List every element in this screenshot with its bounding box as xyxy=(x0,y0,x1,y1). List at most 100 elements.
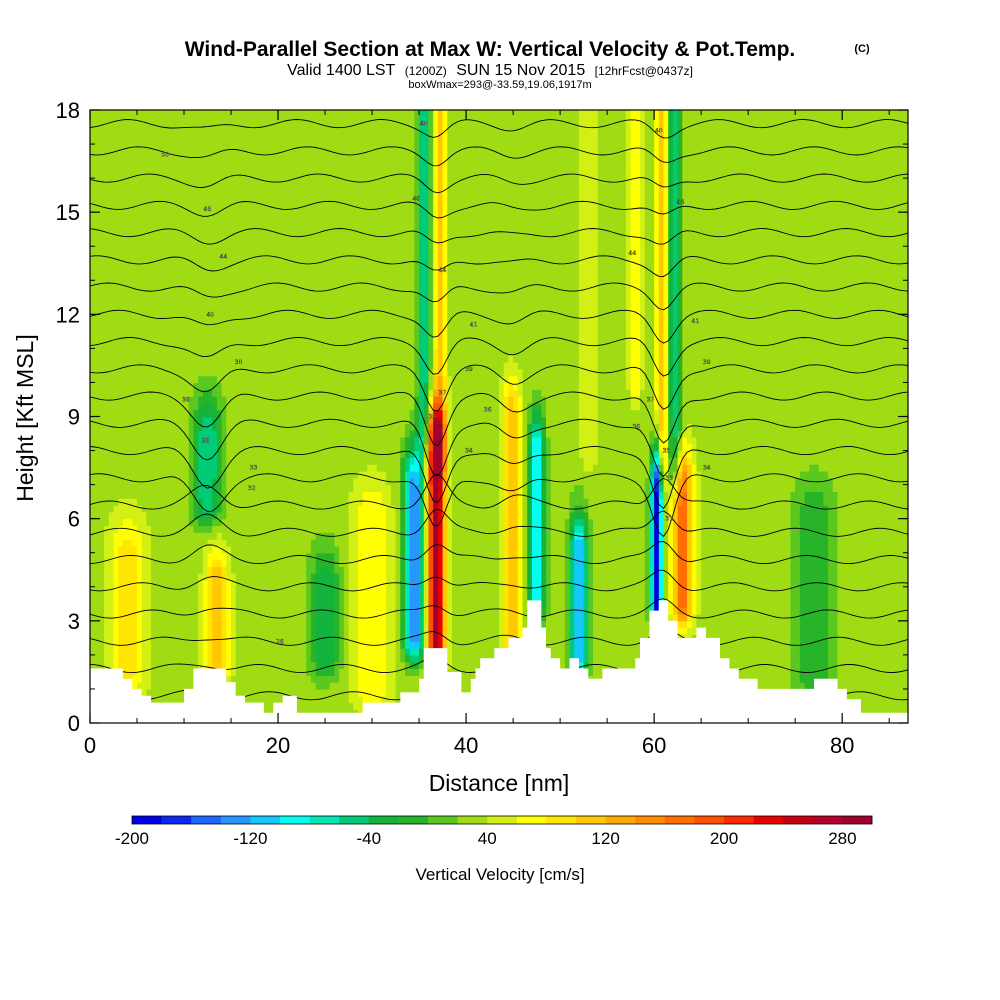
velocity-cell xyxy=(240,178,246,186)
velocity-cell xyxy=(141,382,148,390)
velocity-cell xyxy=(151,130,157,138)
velocity-cell xyxy=(193,375,199,384)
velocity-cell xyxy=(226,593,232,601)
velocity-cell xyxy=(310,668,317,676)
velocity-cell xyxy=(207,273,213,281)
velocity-cell xyxy=(174,259,180,268)
velocity-cell xyxy=(212,464,218,472)
velocity-cell xyxy=(287,464,293,472)
velocity-cell xyxy=(306,164,312,172)
velocity-cell xyxy=(235,164,242,172)
velocity-cell xyxy=(301,409,307,418)
velocity-cell xyxy=(113,157,119,166)
velocity-cell xyxy=(216,416,223,424)
velocity-cell xyxy=(231,470,237,479)
velocity-cell xyxy=(245,484,251,493)
velocity-cell xyxy=(155,614,162,622)
velocity-cell xyxy=(334,641,340,649)
velocity-cell xyxy=(320,348,326,356)
velocity-cell xyxy=(245,171,251,179)
velocity-cell xyxy=(221,239,227,247)
velocity-cell xyxy=(118,273,124,281)
velocity-cell xyxy=(90,505,96,513)
velocity-cell xyxy=(310,661,317,670)
velocity-cell xyxy=(146,253,152,261)
velocity-cell xyxy=(207,293,213,302)
velocity-cell xyxy=(169,430,176,438)
velocity-cell xyxy=(249,620,256,629)
velocity-cell xyxy=(155,634,162,642)
velocity-cell xyxy=(94,178,100,186)
velocity-cell xyxy=(179,341,185,349)
velocity-cell xyxy=(155,212,162,220)
velocity-cell xyxy=(282,450,289,458)
velocity-cell xyxy=(90,464,96,472)
velocity-cell xyxy=(169,668,176,676)
velocity-cell xyxy=(169,239,176,247)
velocity-cell xyxy=(188,620,195,629)
velocity-cell xyxy=(122,110,129,118)
velocity-cell xyxy=(292,164,298,172)
velocity-cell xyxy=(160,525,166,533)
velocity-cell xyxy=(188,532,195,540)
velocity-cell xyxy=(268,293,274,302)
velocity-cell xyxy=(287,600,293,608)
velocity-cell xyxy=(278,375,284,384)
velocity-cell xyxy=(221,355,227,363)
velocity-cell xyxy=(146,259,152,268)
velocity-cell xyxy=(113,164,119,172)
velocity-cell xyxy=(146,416,152,424)
velocity-cell xyxy=(179,253,185,261)
velocity-cell xyxy=(146,110,152,118)
velocity-cell xyxy=(160,484,166,493)
velocity-cell xyxy=(320,702,326,710)
velocity-cell xyxy=(259,430,265,438)
velocity-cell xyxy=(169,477,176,486)
velocity-cell xyxy=(235,654,242,663)
velocity-cell xyxy=(273,436,279,445)
velocity-cell xyxy=(235,280,242,288)
velocity-cell xyxy=(141,470,148,479)
velocity-cell xyxy=(339,327,345,336)
velocity-cell xyxy=(278,593,284,601)
velocity-cell xyxy=(165,178,171,186)
velocity-cell xyxy=(292,293,298,302)
velocity-cell xyxy=(306,293,312,302)
velocity-cell xyxy=(240,648,246,656)
velocity-cell xyxy=(90,573,96,581)
velocity-cell xyxy=(268,137,274,145)
velocity-cell xyxy=(216,607,223,615)
velocity-cell xyxy=(334,443,340,452)
velocity-cell xyxy=(179,164,185,172)
velocity-cell xyxy=(235,477,242,486)
velocity-cell xyxy=(325,661,331,670)
velocity-cell xyxy=(132,334,138,343)
velocity-cell xyxy=(320,675,326,683)
velocity-cell xyxy=(202,171,209,179)
velocity-cell xyxy=(325,607,331,615)
velocity-cell xyxy=(226,253,232,261)
velocity-cell xyxy=(221,137,227,145)
velocity-cell xyxy=(221,341,227,349)
velocity-cell xyxy=(329,525,336,533)
velocity-cell xyxy=(296,266,303,275)
velocity-cell xyxy=(315,552,321,561)
velocity-cell xyxy=(263,491,270,499)
velocity-cell xyxy=(301,641,307,649)
velocity-cell xyxy=(198,532,204,540)
velocity-cell xyxy=(315,205,321,213)
velocity-cell xyxy=(296,184,303,193)
velocity-cell xyxy=(184,614,190,622)
velocity-cell xyxy=(235,327,242,336)
velocity-cell xyxy=(184,675,190,683)
velocity-cell xyxy=(263,300,270,309)
velocity-cell xyxy=(301,423,307,431)
velocity-cell xyxy=(278,498,284,506)
velocity-cell xyxy=(287,614,293,622)
velocity-cell xyxy=(94,375,100,384)
velocity-cell xyxy=(296,212,303,220)
velocity-cell xyxy=(273,191,279,200)
velocity-cell xyxy=(169,164,176,172)
velocity-cell xyxy=(325,137,331,145)
velocity-cell xyxy=(226,375,232,384)
